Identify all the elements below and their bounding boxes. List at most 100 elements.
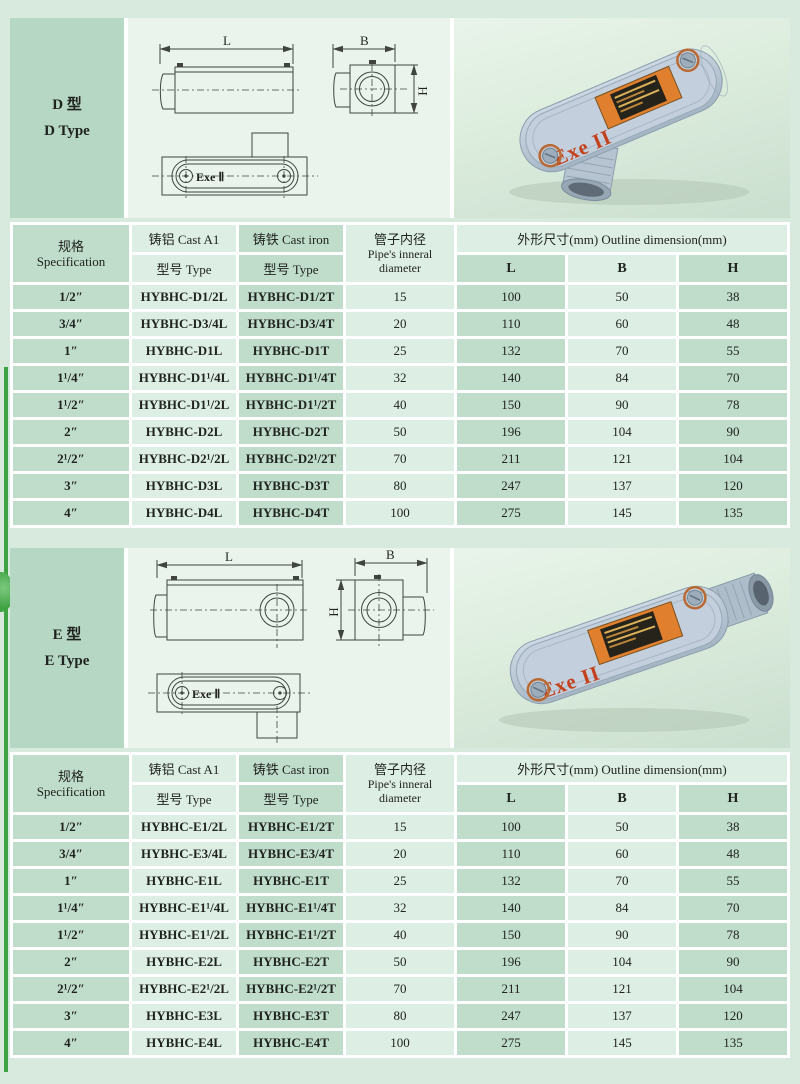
cell-b: 90 [568,923,676,947]
cell-b: 137 [568,1004,676,1028]
cell-b: 121 [568,977,676,1001]
cell-l: 140 [457,896,565,920]
cell-l: 140 [457,366,565,390]
header-outline-dimension: 外形尺寸(mm) Outline dimension(mm) [457,755,787,782]
cell-l: 196 [457,420,565,444]
cell-h: 120 [679,474,787,498]
table-row: 3″ HYBHC-E3L HYBHC-E3T 80 247 137 120 [13,1004,787,1028]
cell-iron: HYBHC-E1¹/2T [239,923,343,947]
cell-h: 55 [679,869,787,893]
cell-spec: 4″ [13,501,129,525]
table-row: 3/4″ HYBHC-E3/4L HYBHC-E3/4T 20 110 60 48 [13,842,787,866]
section-e-header-band: E 型 E Type L B [10,548,790,748]
cell-iron: HYBHC-E2¹/2T [239,977,343,1001]
cell-b: 104 [568,950,676,974]
photo-d-svg: Exe II [509,45,749,205]
photo-e-svg: Exe II [499,572,774,732]
cell-pipe: 50 [346,950,454,974]
table-row: 4″ HYBHC-D4L HYBHC-D4T 100 275 145 135 [13,501,787,525]
cell-al: HYBHC-E3/4L [132,842,236,866]
cell-h: 48 [679,842,787,866]
cell-spec: 1¹/2″ [13,393,129,417]
cell-l: 110 [457,312,565,336]
cell-l: 275 [457,501,565,525]
header-cast-aluminum: 铸铝 Cast A1 [132,755,236,782]
dimension-label-h: H [326,607,341,616]
cell-iron: HYBHC-D1¹/2T [239,393,343,417]
cell-h: 135 [679,501,787,525]
cell-al: HYBHC-D3/4L [132,312,236,336]
cell-spec: 1¹/4″ [13,896,129,920]
drawing-d-svg: L B H Exe Ⅱ [152,33,430,198]
cell-al: HYBHC-E2¹/2L [132,977,236,1001]
cell-pipe: 80 [346,1004,454,1028]
cell-h: 55 [679,339,787,363]
cell-b: 60 [568,312,676,336]
cell-l: 110 [457,842,565,866]
cell-b: 145 [568,1031,676,1055]
type-label-en: D Type [44,123,90,139]
cell-l: 132 [457,869,565,893]
cell-iron: HYBHC-D4T [239,501,343,525]
cell-h: 38 [679,815,787,839]
cover-screw-icon [538,143,562,168]
cell-al: HYBHC-D1¹/2L [132,393,236,417]
table-row: 2¹/2″ HYBHC-D2¹/2L HYBHC-D2¹/2T 70 211 121 104 [13,447,787,471]
cell-pipe: 15 [346,815,454,839]
table-row: 1/2″ HYBHC-D1/2L HYBHC-D1/2T 15 100 50 38 [13,285,787,309]
product-photo-d: Exe II [454,18,790,218]
cell-b: 70 [568,339,676,363]
cell-iron: HYBHC-E1T [239,869,343,893]
cell-spec: 3″ [13,1004,129,1028]
table-row: 1″ HYBHC-D1L HYBHC-D1T 25 132 70 55 [13,339,787,363]
cell-al: HYBHC-D2¹/2L [132,447,236,471]
cell-b: 60 [568,842,676,866]
header-cast-iron: 铸铁 Cast iron [239,755,343,782]
cell-al: HYBHC-D1L [132,339,236,363]
cell-iron: HYBHC-D1¹/4T [239,366,343,390]
table-row: 1¹/4″ HYBHC-E1¹/4L HYBHC-E1¹/4T 32 140 84 70 [13,896,787,920]
cell-iron: HYBHC-E4T [239,1031,343,1055]
table-row: 3/4″ HYBHC-D3/4L HYBHC-D3/4T 20 110 60 48 [13,312,787,336]
cell-al: HYBHC-E3L [132,1004,236,1028]
header-col-l: L [457,255,565,282]
cell-al: HYBHC-D3L [132,474,236,498]
cell-b: 50 [568,285,676,309]
cell-h: 104 [679,447,787,471]
header-col-h: H [679,255,787,282]
cell-spec: 1″ [13,339,129,363]
dimension-label-b: B [386,548,395,562]
cell-l: 150 [457,923,565,947]
section-d-header-band: D 型 D Type L B [10,18,790,218]
cell-spec: 2¹/2″ [13,977,129,1001]
table-row: 2″ HYBHC-E2L HYBHC-E2T 50 196 104 90 [13,950,787,974]
cell-b: 121 [568,447,676,471]
cell-spec: 2″ [13,420,129,444]
header-outline-dimension: 外形尺寸(mm) Outline dimension(mm) [457,225,787,252]
cell-pipe: 20 [346,312,454,336]
cell-pipe: 50 [346,420,454,444]
cell-pipe: 70 [346,977,454,1001]
cell-al: HYBHC-D1/2L [132,285,236,309]
table-row: 1″ HYBHC-E1L HYBHC-E1T 25 132 70 55 [13,869,787,893]
table-row: 4″ HYBHC-E4L HYBHC-E4T 100 275 145 135 [13,1031,787,1055]
table-row: 1¹/2″ HYBHC-E1¹/2L HYBHC-E1¹/2T 40 150 90 78 [13,923,787,947]
cell-h: 120 [679,1004,787,1028]
cell-l: 132 [457,339,565,363]
type-label-d: D 型 D Type [10,18,124,218]
cover-marking-text: Exe Ⅱ [196,170,224,184]
cell-spec: 1/2″ [13,815,129,839]
header-col-b: B [568,785,676,812]
cell-iron: HYBHC-D3T [239,474,343,498]
spec-table-e: 规格 Specification 铸铝 Cast A1 铸铁 Cast iron… [10,752,790,1058]
cell-h: 90 [679,950,787,974]
nameplate [594,65,683,130]
dimension-label-b: B [360,33,369,48]
product-shadow [499,708,749,732]
cell-l: 150 [457,393,565,417]
cell-pipe: 100 [346,1031,454,1055]
cell-spec: 2″ [13,950,129,974]
cell-iron: HYBHC-E1/2T [239,815,343,839]
cell-l: 196 [457,950,565,974]
header-cast-aluminum: 铸铝 Cast A1 [132,225,236,252]
